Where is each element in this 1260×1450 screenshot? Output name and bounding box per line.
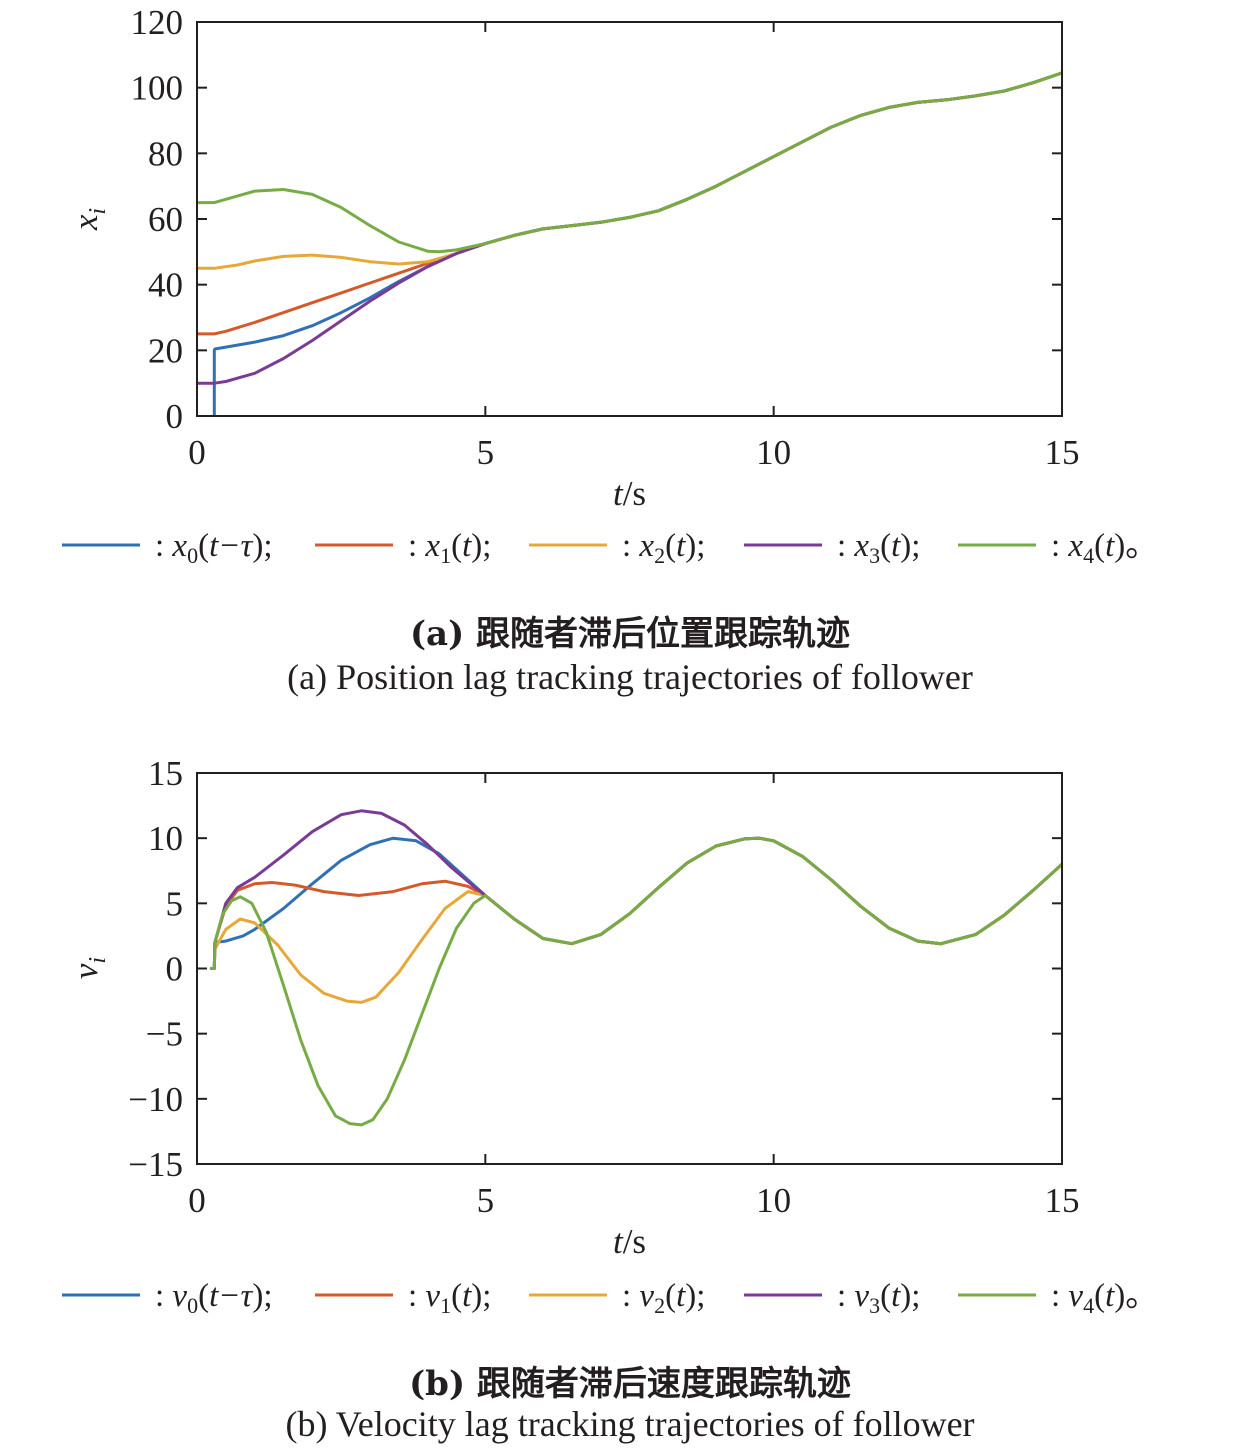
legend-label-a-4: : x4(t)。 bbox=[1051, 528, 1158, 568]
legend-label-b-2: : v2(t); bbox=[622, 1278, 705, 1318]
y-tick-label: 60 bbox=[148, 200, 183, 239]
y-tick-label: 5 bbox=[166, 884, 184, 923]
legend-label-b-4: : v4(t)。 bbox=[1051, 1278, 1158, 1318]
legend-label-a-2: : x2(t); bbox=[622, 528, 705, 568]
y-tick-label: 120 bbox=[131, 3, 184, 42]
y-tick-label: 40 bbox=[148, 266, 183, 305]
y-axis-label-b: vi bbox=[66, 957, 111, 979]
legend-label-b-3: : v3(t); bbox=[837, 1278, 920, 1318]
x-tick-label: 15 bbox=[1045, 433, 1080, 472]
caption-b-en: (b) Velocity lag tracking trajectories o… bbox=[285, 1404, 975, 1444]
x-tick-label: 5 bbox=[477, 433, 495, 472]
x-tick-label: 15 bbox=[1045, 1181, 1080, 1220]
series-line-a-3 bbox=[197, 71, 1062, 385]
y-axis-label-a: xi bbox=[66, 208, 111, 231]
y-tick-label: −5 bbox=[146, 1015, 183, 1054]
x-axis-label-a: t/s bbox=[613, 474, 646, 513]
x-tick-label: 10 bbox=[756, 433, 791, 472]
chart-b: 0 5 10 15 −15 −10 −5 0 5 10 15 t/s vi : v0(t−τ); : v1(… bbox=[62, 754, 1158, 1318]
y-tick-label: −10 bbox=[128, 1080, 183, 1119]
x-tick-label: 0 bbox=[188, 433, 206, 472]
y-tick-label: 100 bbox=[131, 69, 184, 108]
caption-a-zh: (a) 跟随者滞后位置跟踪轨迹 bbox=[409, 614, 851, 654]
series-group bbox=[197, 71, 1062, 416]
series-group bbox=[209, 809, 1062, 1127]
series-line-b-1 bbox=[209, 836, 1062, 970]
y-tick-label: 0 bbox=[166, 950, 184, 989]
plot-frame-b bbox=[196, 772, 1063, 1165]
legend-label-b-1: : v1(t); bbox=[408, 1278, 491, 1318]
chart-a: 0 5 10 15 0 20 40 60 80 100 120 t/s xi : x0(t−τ); : x1… bbox=[62, 3, 1158, 568]
series-line-b-3 bbox=[209, 809, 1062, 970]
x-tick-label: 0 bbox=[188, 1181, 206, 1220]
legend-label-a-3: : x3(t); bbox=[837, 528, 920, 568]
caption-a-en: (a) Position lag tracking trajectories o… bbox=[287, 657, 973, 697]
legend-label-b-0: : v0(t−τ); bbox=[155, 1278, 273, 1318]
legend-label-a-0: : x0(t−τ); bbox=[155, 528, 273, 568]
y-tick-label: −15 bbox=[128, 1145, 183, 1184]
caption-b-zh: (b) 跟随者滞后速度跟踪轨迹 bbox=[409, 1364, 851, 1404]
y-tick-label: 15 bbox=[148, 754, 183, 793]
series-line-a-4 bbox=[197, 71, 1062, 254]
series-line-b-0 bbox=[209, 836, 1062, 970]
x-tick-label: 10 bbox=[756, 1181, 791, 1220]
y-tick-label: 20 bbox=[148, 331, 183, 370]
legend-label-a-1: : x1(t); bbox=[408, 528, 491, 568]
series-line-a-0 bbox=[212, 71, 1062, 416]
series-line-b-4 bbox=[209, 836, 1062, 1127]
x-tick-label: 5 bbox=[477, 1181, 495, 1220]
x-axis-label-b: t/s bbox=[613, 1222, 646, 1261]
y-tick-label: 80 bbox=[148, 134, 183, 173]
y-tick-label: 10 bbox=[148, 819, 183, 858]
series-line-a-1 bbox=[197, 71, 1062, 336]
plot-frame-a bbox=[196, 21, 1063, 417]
y-tick-label: 0 bbox=[166, 397, 184, 436]
